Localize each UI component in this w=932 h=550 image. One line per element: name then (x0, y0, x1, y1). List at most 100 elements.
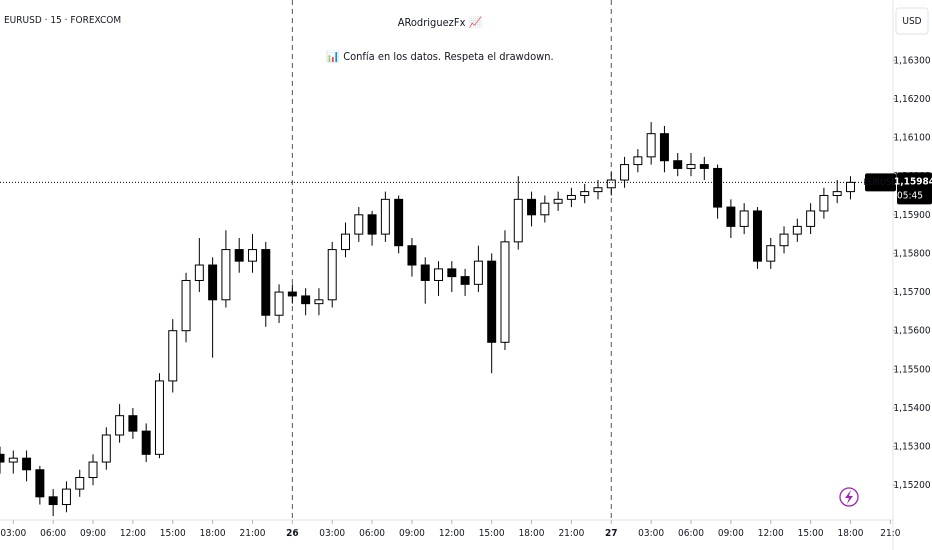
candle-body (327, 249, 337, 301)
candle-body (699, 164, 709, 169)
x-tick-label: 06:00 (40, 528, 66, 539)
candle-body (301, 295, 311, 305)
candle-body (806, 210, 816, 227)
candle-body (779, 233, 789, 247)
x-tick-label: 12:00 (120, 528, 146, 539)
candle-body (473, 260, 483, 285)
candle-body (659, 133, 669, 162)
candle-body (832, 191, 842, 196)
candle-body (726, 206, 736, 227)
x-tick-label: 18:00 (200, 528, 226, 539)
x-tick-label: 09:00 (80, 528, 106, 539)
candle-body (540, 202, 550, 216)
x-tick-label: 21:00 (558, 528, 584, 539)
candle-body (0, 453, 5, 463)
symbol-tag (865, 173, 896, 192)
y-tick-label: 1,16300 (893, 55, 930, 66)
candle-body (261, 249, 271, 316)
candle-body (48, 496, 58, 506)
candle-body (380, 198, 390, 235)
x-tick-label: 06:00 (359, 528, 385, 539)
candle-body (8, 457, 18, 463)
symbol: EURUSD · 15 · FOREXCOM (4, 15, 121, 26)
x-tick-label: 18:00 (838, 528, 864, 539)
candle-body (35, 469, 45, 498)
candle-body (792, 225, 802, 235)
candle-body (115, 415, 125, 436)
x-tick-label: 21:00 (240, 528, 266, 539)
candle-body (713, 167, 723, 208)
x-tick-label: 12:00 (439, 528, 465, 539)
y-tick-label: 1,15500 (893, 364, 930, 375)
candle-body (527, 198, 537, 216)
lightning-bolt[interactable] (845, 490, 853, 504)
candle-body (407, 245, 417, 266)
candle-body (247, 249, 257, 262)
candle-body (766, 245, 776, 262)
y-tick-label: 1,16100 (893, 133, 930, 144)
candle-body (434, 268, 444, 281)
candle-body (513, 198, 523, 243)
x-tick-label: 03:00 (319, 528, 345, 539)
price-tag (897, 172, 932, 205)
candle-body (367, 214, 377, 235)
candle-body (22, 457, 32, 471)
candle-body (141, 430, 151, 455)
x-tick-label: 15:00 (479, 528, 505, 539)
candle-body (580, 191, 590, 196)
candle-body (128, 415, 138, 432)
candle-body (181, 279, 191, 332)
candle-body (341, 233, 350, 251)
x-tick-label: 18:00 (519, 528, 545, 539)
candle-body (154, 380, 164, 455)
y-tick-label: 1,15700 (893, 287, 930, 298)
chart-title: ARodriguezFx 📈 (398, 16, 483, 29)
candle-body (101, 434, 111, 463)
chart-subtitle: 📊 Confía en los datos. Respeta el drawdo… (326, 50, 553, 63)
y-tick-label: 1,15200 (893, 480, 930, 491)
countdown: 05:45 (897, 190, 923, 201)
x-tick-label: 26 (286, 528, 299, 539)
candle-body (620, 164, 630, 181)
x-tick-label: 09:00 (399, 528, 425, 539)
candle-body (686, 164, 696, 169)
currency[interactable]: USD (902, 16, 921, 27)
candle-body (819, 194, 829, 212)
candle-body (673, 160, 683, 169)
candle-body (75, 477, 85, 490)
candle-body (88, 461, 98, 479)
candle-body (500, 241, 510, 343)
candle-body (553, 198, 563, 204)
x-tick-label: 27 (605, 528, 618, 539)
x-tick-label: 15:00 (798, 528, 824, 539)
candle-body (354, 214, 364, 235)
candle-body (845, 181, 855, 193)
candle-body (168, 330, 178, 382)
price-tag-label: 1,15984 (894, 176, 932, 187)
candle-body (287, 291, 297, 297)
candle-body (314, 299, 324, 305)
candle-body (739, 210, 749, 227)
x-tick-label: 03:00 (638, 528, 664, 539)
x-tick-label: 03:00 (0, 528, 26, 539)
y-tick-label: 1,15400 (893, 403, 930, 414)
symbol-tag-label: EURUSD (864, 178, 898, 188)
candle-body (593, 187, 603, 193)
currency-box[interactable] (895, 7, 929, 35)
candle-body (606, 179, 616, 189)
candle-body (460, 276, 470, 285)
candle-body (420, 264, 430, 281)
candle-body (61, 488, 71, 506)
candle-body (221, 249, 231, 301)
candle-body (633, 156, 643, 166)
candle-body (447, 268, 457, 278)
candle-body (487, 260, 497, 343)
candle-body (646, 133, 656, 158)
candle-body (194, 264, 204, 281)
lightning-icon[interactable] (839, 487, 859, 507)
candle-body (394, 198, 404, 247)
x-tick-label: 12:00 (758, 528, 784, 539)
